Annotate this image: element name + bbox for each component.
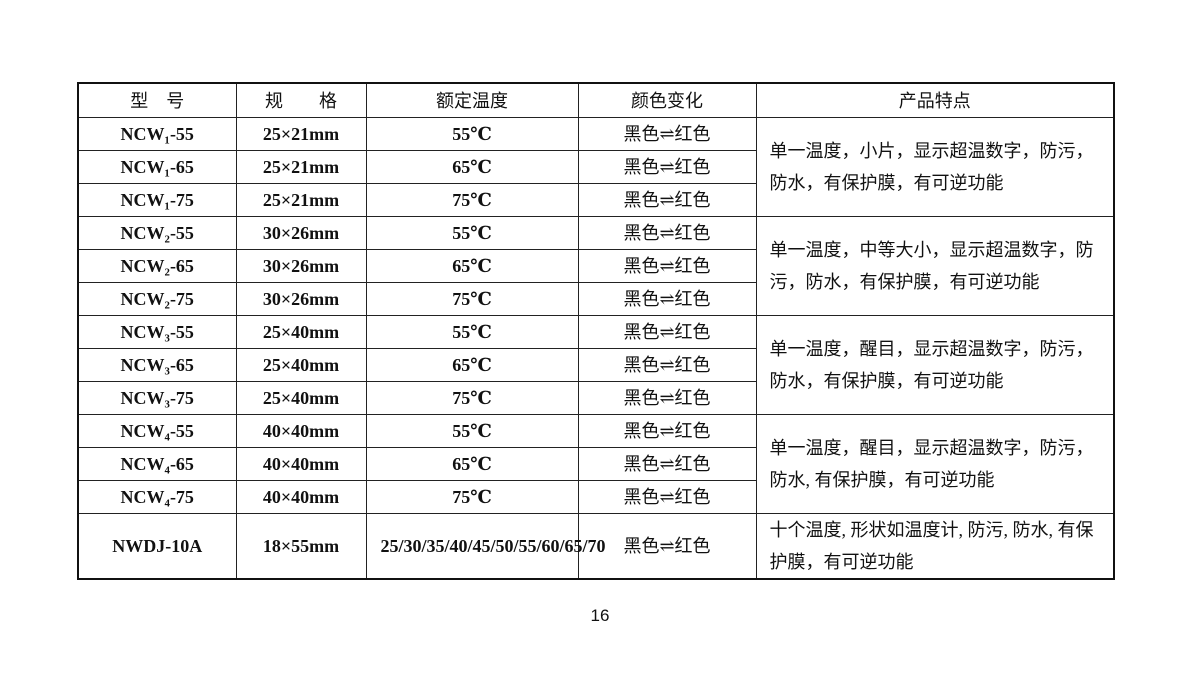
model-cell: NCW₄-75	[77, 480, 237, 514]
size-cell: 18×55mm	[235, 513, 367, 580]
color-change-cell: 黑色⇌红色	[577, 480, 757, 514]
color-change-cell: 黑色⇌红色	[577, 315, 757, 349]
model-cell: NCW₁-65	[77, 150, 237, 184]
features-cell: 十个温度, 形状如温度计, 防污, 防水, 有保护膜，有可逆功能	[755, 513, 1115, 580]
features-cell: 单一温度，小片，显示超温数字，防污，防水，有保护膜，有可逆功能	[755, 117, 1115, 217]
size-cell: 30×26mm	[235, 249, 367, 283]
size-cell: 30×26mm	[235, 282, 367, 316]
size-cell: 40×40mm	[235, 414, 367, 448]
model-cell: NCW₂-65	[77, 249, 237, 283]
model-cell: NCW₁-75	[77, 183, 237, 217]
color-change-cell: 黑色⇌红色	[577, 150, 757, 184]
color-change-cell: 黑色⇌红色	[577, 348, 757, 382]
size-cell: 30×26mm	[235, 216, 367, 250]
model-cell: NCW₃-65	[77, 348, 237, 382]
header-size: 规 格	[235, 82, 367, 118]
header-rated-temp: 额定温度	[365, 82, 579, 118]
temp-cell: 75℃	[365, 480, 579, 514]
color-change-cell: 黑色⇌红色	[577, 447, 757, 481]
size-cell: 40×40mm	[235, 447, 367, 481]
table-row: NCW₄-65 40×40mm 65℃ 黑色⇌红色	[77, 447, 1114, 481]
table-row: NCW₁-55 25×21mm 55℃ 黑色⇌红色 单一温度，小片，显示超温数字，防污，…	[77, 117, 1115, 217]
table-row: NCW₁-75 25×21mm 75℃ 黑色⇌红色	[77, 183, 1114, 217]
model-cell: NCW₄-55	[77, 414, 237, 448]
header-model: 型 号	[77, 82, 237, 118]
color-change-cell: 黑色⇌红色	[577, 414, 757, 448]
features-cell: 单一温度，醒目，显示超温数字，防污，防水, 有保护膜，有可逆功能	[755, 414, 1115, 514]
color-change-cell: 黑色⇌红色	[577, 183, 757, 217]
temp-cell: 55℃	[365, 216, 579, 250]
table-row: NCW₂-55 30×26mm 55℃ 黑色⇌红色 单一温度，中等大小，显示超温数字，防…	[77, 216, 1115, 316]
temp-cell: 55℃	[365, 414, 579, 448]
table-row: NCW₂-75 30×26mm 75℃ 黑色⇌红色	[77, 282, 1114, 316]
color-change-cell: 黑色⇌红色	[577, 216, 757, 250]
model-cell: NCW₂-75	[77, 282, 237, 316]
temp-cell: 75℃	[365, 183, 579, 217]
model-cell: NCW₂-55	[77, 216, 237, 250]
temp-cell: 25/30/35/40/45/50/55/60/65/70	[365, 513, 606, 580]
temp-cell: 65℃	[365, 348, 579, 382]
model-cell: NWDJ-10A	[77, 513, 237, 580]
product-spec-table: 型 号 规 格 额定温度 颜色变化 产品特点 NCW₁-55 25×21mm 55℃…	[77, 82, 1115, 580]
size-cell: 25×21mm	[235, 183, 367, 217]
model-cell: NCW₃-75	[77, 381, 237, 415]
temp-cell: 65℃	[365, 447, 579, 481]
table-row: NWDJ-10A 18×55mm 25/30/35/40/45/50/55/60/6…	[77, 513, 1115, 580]
size-cell: 25×21mm	[235, 117, 367, 151]
header-color-change: 颜色变化	[577, 82, 757, 118]
color-change-cell: 黑色⇌红色	[577, 513, 757, 580]
size-cell: 25×40mm	[235, 348, 367, 382]
color-change-cell: 黑色⇌红色	[577, 249, 757, 283]
temp-cell: 55℃	[365, 315, 579, 349]
features-cell: 单一温度，中等大小，显示超温数字，防污，防水，有保护膜，有可逆功能	[755, 216, 1115, 316]
table-row: NCW₄-75 40×40mm 75℃ 黑色⇌红色	[77, 480, 1114, 514]
model-cell: NCW₄-65	[77, 447, 237, 481]
size-cell: 40×40mm	[235, 480, 367, 514]
table-row: NCW₃-65 25×40mm 65℃ 黑色⇌红色	[77, 348, 1114, 382]
table-row: NCW₃-55 25×40mm 55℃ 黑色⇌红色 单一温度，醒目，显示超温数字，防污，…	[77, 315, 1115, 415]
size-cell: 25×40mm	[235, 381, 367, 415]
table-row: NCW₃-75 25×40mm 75℃ 黑色⇌红色	[77, 381, 1114, 415]
size-cell: 25×21mm	[235, 150, 367, 184]
model-cell: NCW₃-55	[77, 315, 237, 349]
features-cell: 单一温度，醒目，显示超温数字，防污，防水，有保护膜，有可逆功能	[755, 315, 1115, 415]
table-row: NCW₁-65 25×21mm 65℃ 黑色⇌红色	[77, 150, 1114, 184]
temp-cell: 75℃	[365, 381, 579, 415]
temp-cell: 65℃	[365, 249, 579, 283]
header-row: 型 号 规 格 额定温度 颜色变化 产品特点	[77, 82, 1115, 118]
temp-cell: 75℃	[365, 282, 579, 316]
color-change-cell: 黑色⇌红色	[577, 282, 757, 316]
table-row: NCW₂-65 30×26mm 65℃ 黑色⇌红色	[77, 249, 1114, 283]
header-features: 产品特点	[755, 82, 1115, 118]
model-cell: NCW₁-55	[77, 117, 237, 151]
size-cell: 25×40mm	[235, 315, 367, 349]
color-change-cell: 黑色⇌红色	[577, 117, 757, 151]
page-number: 16	[590, 606, 610, 625]
color-change-cell: 黑色⇌红色	[577, 381, 757, 415]
temp-cell: 55℃	[365, 117, 579, 151]
table-row: NCW₄-55 40×40mm 55℃ 黑色⇌红色 单一温度，醒目，显示超温数字，防污，…	[77, 414, 1115, 514]
temp-cell: 65℃	[365, 150, 579, 184]
